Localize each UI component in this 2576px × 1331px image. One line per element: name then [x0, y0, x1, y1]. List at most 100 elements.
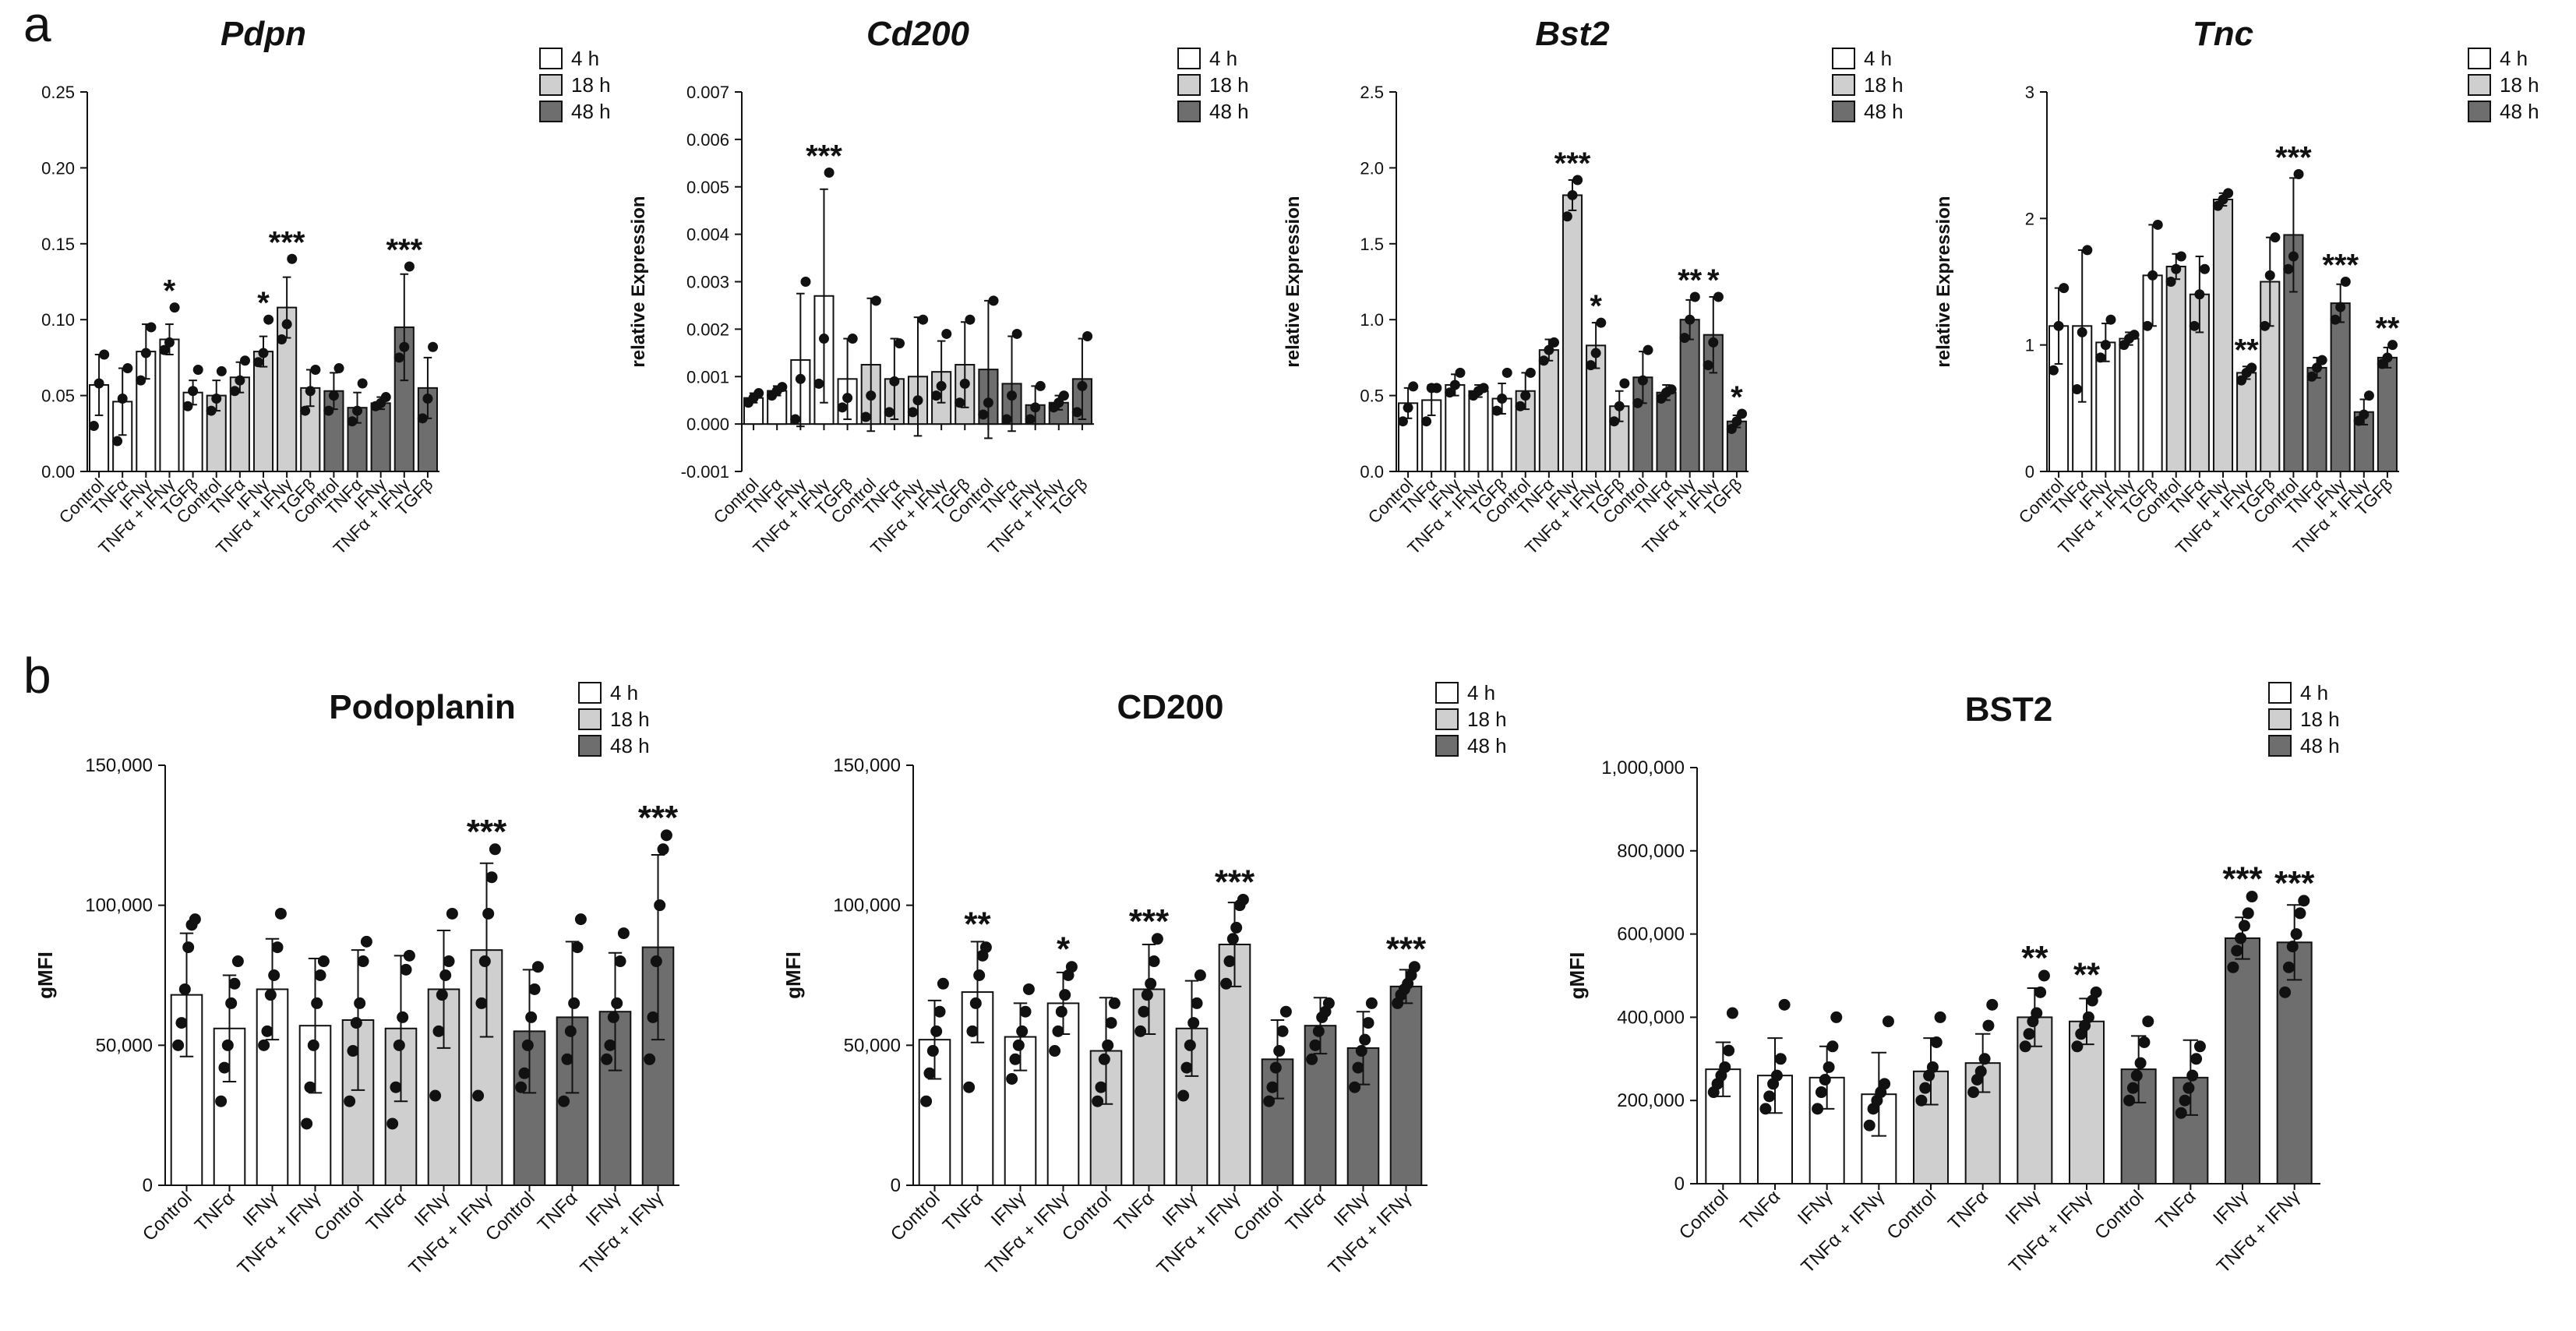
y-tick-label: 100,000 [833, 895, 901, 916]
data-point [1052, 1025, 1064, 1037]
x-tick-label: IFNγ [2209, 1186, 2252, 1229]
y-tick-label: 0.10 [41, 310, 75, 330]
data-point [390, 1081, 402, 1093]
data-point [614, 955, 626, 968]
data-point [1134, 1025, 1147, 1037]
legend-label: 18 h [1864, 73, 1904, 97]
data-point [1445, 387, 1456, 398]
x-tick-label: TNFα [939, 1188, 987, 1236]
data-point [446, 907, 458, 920]
data-point [611, 997, 623, 1009]
data-point [2077, 327, 2087, 337]
y-tick-label: 200,000 [1617, 1090, 1685, 1111]
data-point [2246, 362, 2257, 373]
chart-title: Pdpn [221, 15, 306, 53]
y-tick-label: 1.0 [1360, 310, 1384, 330]
legend-label: 48 h [571, 100, 611, 123]
bar [2165, 266, 2186, 472]
data-point [1049, 1045, 1061, 1057]
data-point [889, 376, 900, 387]
data-point [1035, 380, 1046, 391]
significance-label: *** [269, 225, 305, 259]
bar [252, 351, 274, 472]
y-tick-label: 50,000 [96, 1035, 153, 1056]
x-tick-label: Control [482, 1188, 539, 1245]
data-point [2095, 352, 2106, 363]
data-point [399, 341, 410, 352]
data-point [2100, 340, 2111, 351]
data-point [1590, 348, 1601, 358]
data-point [2270, 232, 2281, 243]
data-point [1930, 1036, 1943, 1048]
bar [1468, 390, 1489, 473]
bar [1561, 194, 1583, 473]
data-point [1006, 1072, 1018, 1085]
y-tick-label: 2.0 [1360, 158, 1384, 178]
data-point [1632, 397, 1643, 408]
chart-title: CD200 [1117, 688, 1224, 726]
data-point [117, 393, 128, 404]
data-point [2023, 1028, 2035, 1040]
data-point [2238, 920, 2250, 932]
data-point [912, 395, 923, 406]
data-point [323, 405, 334, 416]
data-point [1022, 983, 1035, 995]
y-tick-label: 50,000 [844, 1035, 901, 1056]
y-axis-label: relative Expression [628, 196, 649, 367]
y-tick-label: 0.003 [686, 273, 729, 292]
bar [2095, 341, 2116, 473]
data-point [518, 1067, 531, 1079]
data-point [2317, 355, 2327, 365]
data-point [1572, 175, 1583, 185]
data-point [2134, 1057, 2147, 1069]
data-point [1770, 1069, 1783, 1082]
legend-swatch [1435, 682, 1459, 704]
bar [2306, 366, 2327, 472]
data-point [2019, 1040, 2031, 1053]
bar [1538, 349, 1559, 472]
data-point [1982, 1019, 1995, 1032]
chart-title: Cd200 [866, 15, 970, 53]
data-point [112, 436, 123, 447]
data-point [357, 955, 369, 968]
data-point [2038, 969, 2050, 982]
data-point [307, 1039, 319, 1051]
data-point [818, 334, 829, 344]
data-point [397, 1011, 409, 1023]
data-point [344, 1095, 356, 1107]
data-point [2363, 390, 2374, 401]
y-tick-label: 0.5 [1360, 387, 1384, 406]
y-tick-label: 800,000 [1617, 841, 1685, 862]
data-point [310, 364, 321, 375]
data-point [352, 405, 363, 416]
data-point [1009, 1053, 1022, 1065]
data-point [333, 363, 344, 374]
data-point [1478, 383, 1489, 394]
data-point [1637, 375, 1648, 386]
data-point [2312, 362, 2323, 373]
data-point [271, 941, 284, 954]
data-point [1431, 383, 1442, 394]
data-point [2138, 1036, 2151, 1048]
data-point [1058, 390, 1069, 401]
data-point [983, 397, 993, 408]
data-point [2294, 907, 2306, 920]
data-point [1191, 997, 1203, 1009]
data-point [1230, 921, 1243, 934]
data-point [206, 405, 217, 416]
data-point [164, 337, 175, 348]
data-point [2186, 1069, 2199, 1082]
data-point [1679, 333, 1690, 344]
data-point [175, 1017, 188, 1029]
significance-label: * [1590, 289, 1602, 323]
data-point [1016, 1025, 1029, 1037]
data-point [1520, 390, 1531, 401]
x-tick-label: Control [1058, 1188, 1116, 1245]
legend-swatch [2468, 74, 2491, 96]
data-point [660, 829, 672, 842]
data-point [2382, 352, 2393, 363]
data-point [301, 1117, 313, 1130]
data-point [221, 1039, 234, 1051]
data-point [1826, 1040, 1839, 1053]
